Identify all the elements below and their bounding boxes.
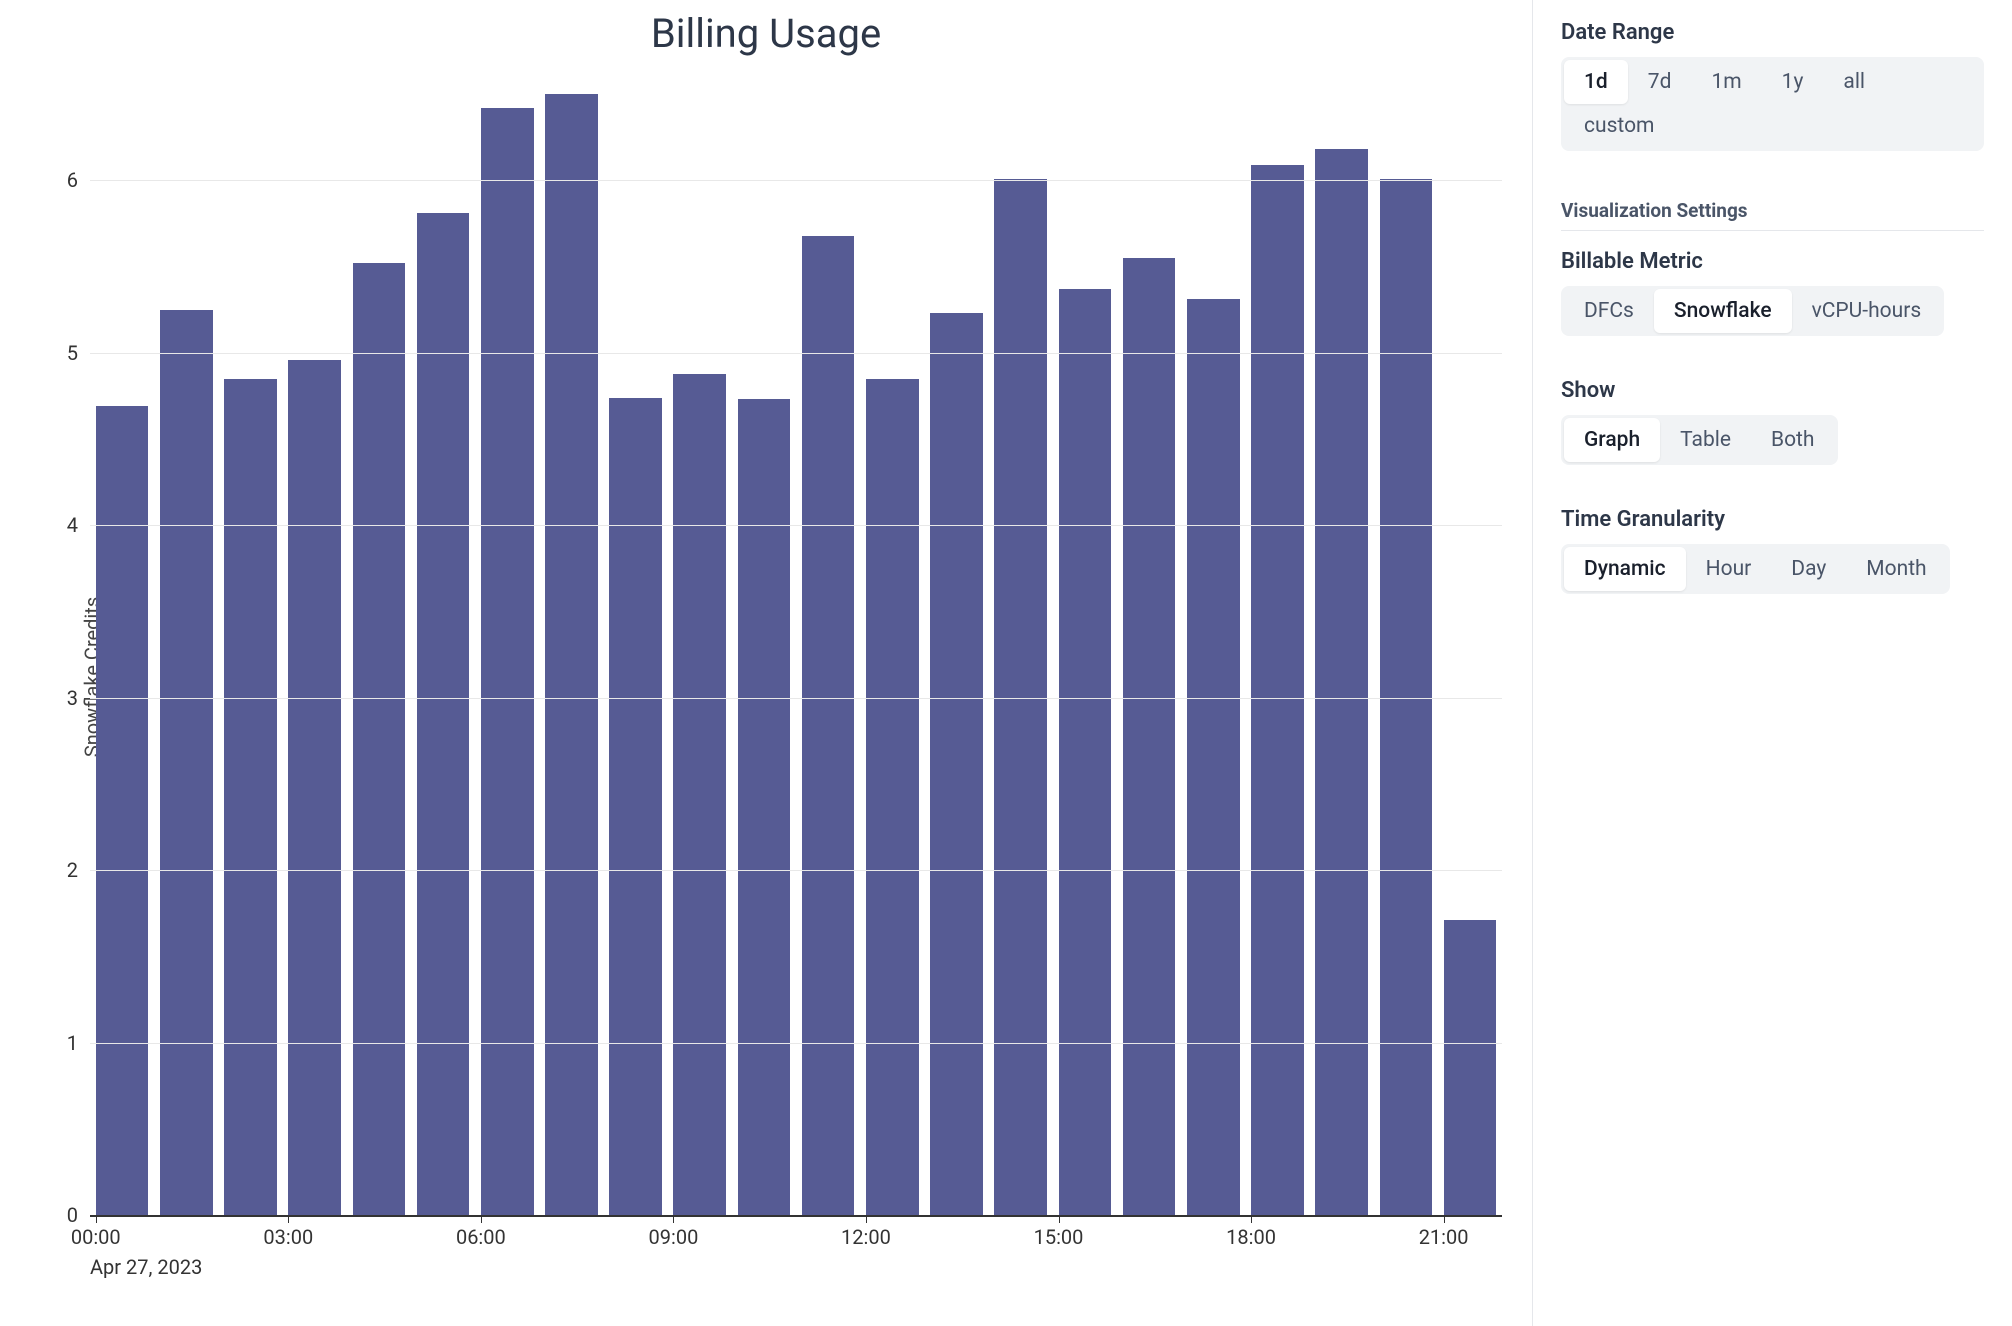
date-range-group: 1d7d1m1yall custom — [1561, 57, 1984, 151]
chart-bar[interactable] — [866, 379, 919, 1215]
x-tick-label: 15:00 — [1034, 1215, 1084, 1249]
chart-title: Billing Usage — [20, 10, 1512, 57]
billable-metric-group: DFCsSnowflakevCPU-hours — [1561, 286, 1944, 336]
time-granularity-option-month[interactable]: Month — [1846, 547, 1946, 591]
chart-bar[interactable] — [417, 213, 470, 1215]
chart-bar[interactable] — [1251, 165, 1304, 1215]
date-range-option-1d[interactable]: 1d — [1564, 60, 1628, 104]
bar-slot — [668, 77, 732, 1215]
bar-slot — [90, 77, 154, 1215]
chart-bar[interactable] — [1444, 920, 1497, 1215]
show-section: Show GraphTableBoth — [1561, 378, 1984, 485]
billable-metric-section: Billable Metric DFCsSnowflakevCPU-hours — [1561, 249, 1984, 356]
chart-gridline — [90, 180, 1502, 181]
chart-bar[interactable] — [930, 313, 983, 1215]
show-label: Show — [1561, 378, 1984, 403]
show-option-table[interactable]: Table — [1660, 418, 1751, 462]
chart-bar[interactable] — [1123, 258, 1176, 1215]
chart-bar[interactable] — [224, 379, 277, 1215]
chart-bar[interactable] — [673, 374, 726, 1215]
bar-slot — [475, 77, 539, 1215]
chart-bar[interactable] — [160, 310, 213, 1215]
date-range-label: Date Range — [1561, 20, 1984, 45]
viz-settings-label: Visualization Settings — [1561, 199, 1984, 231]
chart-gridline — [90, 870, 1502, 871]
bar-slot — [347, 77, 411, 1215]
bar-slot — [604, 77, 668, 1215]
date-range-section: Date Range 1d7d1m1yall custom — [1561, 20, 1984, 171]
x-tick-label: 03:00 — [263, 1215, 313, 1249]
bar-slot — [1374, 77, 1438, 1215]
x-tick-label: 06:00 — [456, 1215, 506, 1249]
chart-bar[interactable] — [481, 108, 534, 1215]
chart-bar[interactable] — [609, 398, 662, 1215]
billable-metric-label: Billable Metric — [1561, 249, 1984, 274]
bar-slot — [218, 77, 282, 1215]
billable-metric-option-dfcs[interactable]: DFCs — [1564, 289, 1654, 333]
bar-slot — [539, 77, 603, 1215]
chart-area: Snowflake Credits 012345600:0003:0006:00… — [20, 67, 1512, 1287]
y-tick-label: 4 — [67, 513, 90, 537]
show-option-graph[interactable]: Graph — [1564, 418, 1660, 462]
time-granularity-option-hour[interactable]: Hour — [1686, 547, 1772, 591]
chart-bar[interactable] — [1315, 149, 1368, 1215]
time-granularity-option-day[interactable]: Day — [1771, 547, 1846, 591]
chart-bar[interactable] — [96, 406, 149, 1215]
date-range-option-custom[interactable]: custom — [1564, 104, 1674, 148]
show-option-both[interactable]: Both — [1751, 418, 1835, 462]
chart-bar[interactable] — [545, 94, 598, 1215]
show-group: GraphTableBoth — [1561, 415, 1838, 465]
chart-gridline — [90, 353, 1502, 354]
chart-bars — [90, 77, 1502, 1215]
bar-slot — [283, 77, 347, 1215]
bar-slot — [1438, 77, 1502, 1215]
y-tick-label: 6 — [67, 168, 90, 192]
bar-slot — [732, 77, 796, 1215]
date-range-option-7d[interactable]: 7d — [1628, 60, 1692, 104]
chart-panel: Billing Usage Snowflake Credits 01234560… — [0, 0, 1532, 1326]
bar-slot — [1117, 77, 1181, 1215]
x-tick-label: 00:00 — [71, 1215, 121, 1249]
bar-slot — [796, 77, 860, 1215]
x-tick-label: 09:00 — [649, 1215, 699, 1249]
chart-bar[interactable] — [1059, 289, 1112, 1215]
chart-bar[interactable] — [738, 399, 791, 1215]
chart-gridline — [90, 525, 1502, 526]
y-tick-label: 5 — [67, 341, 90, 365]
chart-bar[interactable] — [288, 360, 341, 1215]
settings-sidebar: Date Range 1d7d1m1yall custom Visualizati… — [1532, 0, 2012, 1326]
chart-gridline — [90, 698, 1502, 699]
time-granularity-option-dynamic[interactable]: Dynamic — [1564, 547, 1686, 591]
bar-slot — [860, 77, 924, 1215]
bar-slot — [154, 77, 218, 1215]
chart-bar[interactable] — [802, 236, 855, 1215]
date-range-option-1m[interactable]: 1m — [1691, 60, 1761, 104]
time-granularity-label: Time Granularity — [1561, 507, 1984, 532]
chart-gridline — [90, 1043, 1502, 1044]
time-granularity-section: Time Granularity DynamicHourDayMonth — [1561, 507, 1984, 614]
bar-slot — [924, 77, 988, 1215]
bar-slot — [1053, 77, 1117, 1215]
date-range-option-all[interactable]: all — [1823, 60, 1885, 104]
bar-slot — [989, 77, 1053, 1215]
y-tick-label: 1 — [67, 1031, 90, 1055]
time-granularity-group: DynamicHourDayMonth — [1561, 544, 1950, 594]
billable-metric-option-vcpu-hours[interactable]: vCPU-hours — [1792, 289, 1942, 333]
billable-metric-option-snowflake[interactable]: Snowflake — [1654, 289, 1792, 333]
x-tick-label: 12:00 — [841, 1215, 891, 1249]
chart-date-label: Apr 27, 2023 — [90, 1255, 202, 1279]
chart-bar[interactable] — [1187, 299, 1240, 1215]
bar-slot — [1245, 77, 1309, 1215]
y-tick-label: 2 — [67, 858, 90, 882]
bar-slot — [411, 77, 475, 1215]
x-tick-label: 18:00 — [1226, 1215, 1276, 1249]
y-tick-label: 3 — [67, 686, 90, 710]
bar-slot — [1310, 77, 1374, 1215]
date-range-option-1y[interactable]: 1y — [1762, 60, 1824, 104]
bar-slot — [1181, 77, 1245, 1215]
x-tick-label: 21:00 — [1419, 1215, 1469, 1249]
chart-plot: 012345600:0003:0006:0009:0012:0015:0018:… — [90, 77, 1502, 1217]
chart-bar[interactable] — [353, 263, 406, 1215]
